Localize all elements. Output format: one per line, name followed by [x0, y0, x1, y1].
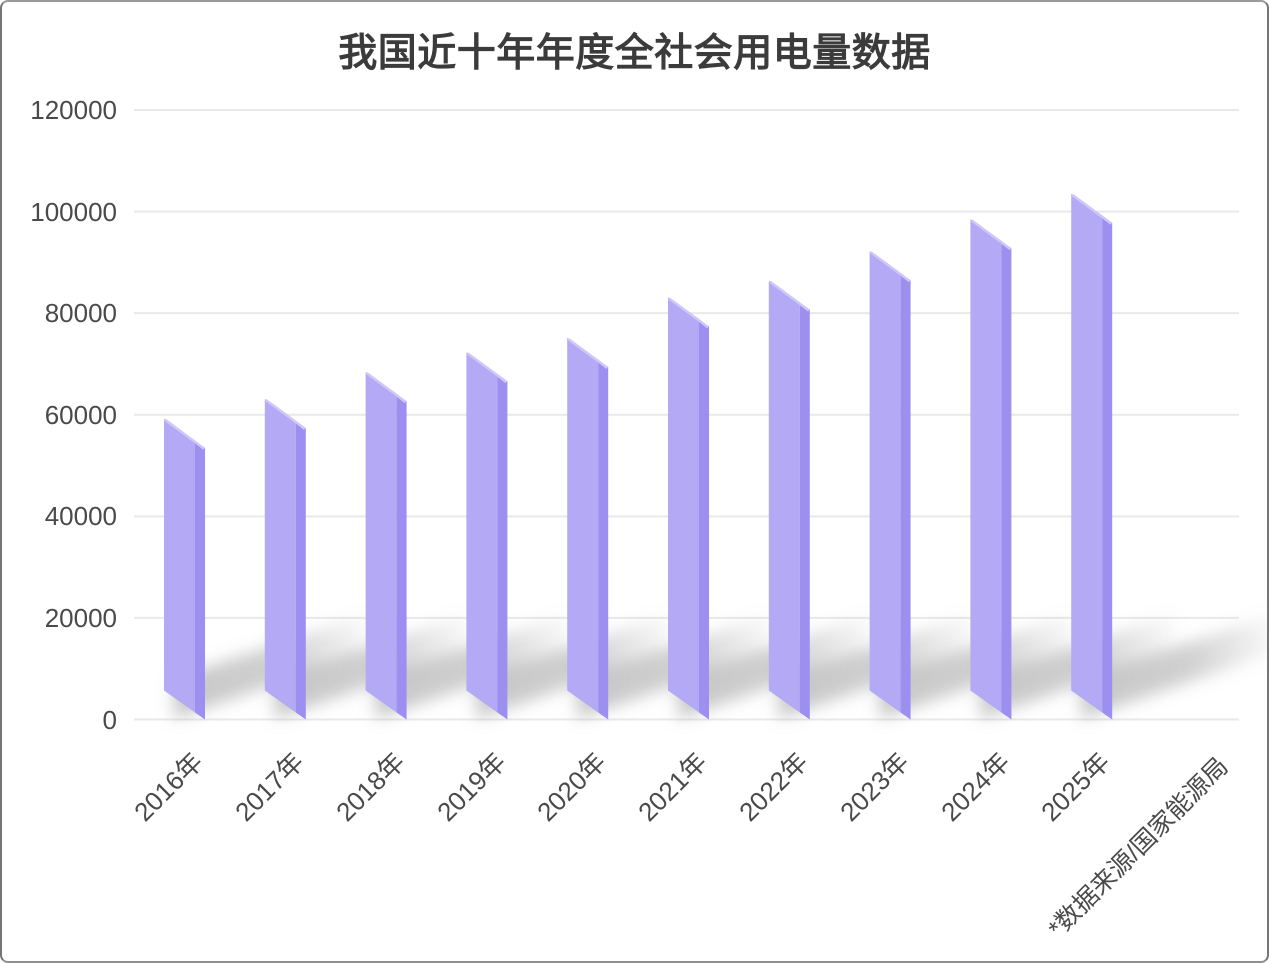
y-axis-tick-label: 60000	[44, 399, 117, 430]
bar-side-face	[598, 360, 609, 720]
bar-top-highlight	[869, 251, 911, 283]
bar-2018年	[365, 372, 407, 720]
bar-front-face	[264, 399, 296, 713]
y-axis-tick-label: 100000	[30, 196, 117, 227]
chart-title: 我国近十年年度全社会用电量数据	[338, 32, 931, 75]
bar-top-highlight	[970, 219, 1012, 251]
y-axis-tick-label: 120000	[30, 95, 117, 125]
bar-top-highlight	[466, 352, 508, 384]
bar-side-face	[1102, 215, 1113, 720]
bar-side-face	[799, 302, 810, 720]
y-axis-tick-label: 80000	[44, 298, 117, 329]
bar-front-face	[668, 297, 699, 713]
bar-front-face	[869, 251, 901, 713]
bar-2021年	[668, 297, 709, 720]
bar-front-face	[1071, 193, 1103, 713]
bar-top-highlight	[164, 418, 205, 450]
bar-top-highlight	[365, 372, 407, 404]
bar-top-highlight	[567, 338, 608, 370]
bar-front-face	[466, 352, 498, 713]
bar-shadow	[1081, 617, 1267, 719]
bar-2024年	[970, 219, 1012, 720]
bar-side-face	[699, 319, 709, 720]
bar-front-face	[164, 418, 195, 713]
bar-side-face	[396, 394, 407, 720]
bar-front-face	[567, 338, 599, 713]
bar-side-face	[295, 421, 306, 720]
y-axis-tick-label: 0	[102, 704, 117, 735]
bar-top-highlight	[769, 280, 810, 312]
bar-front-face	[365, 372, 397, 713]
y-axis-tick-label: 40000	[44, 501, 117, 532]
bar-2020年	[567, 338, 609, 720]
bar-2017年	[264, 398, 306, 720]
y-axis-tick-label: 20000	[44, 602, 117, 633]
bar-front-face	[970, 219, 1002, 713]
bar-top-highlight	[265, 398, 306, 430]
bar-side-face	[195, 440, 205, 720]
bar-2025年	[1071, 193, 1113, 720]
bar-side-face	[497, 374, 508, 720]
bar-side-face	[1001, 241, 1012, 720]
bar-2016年	[164, 418, 205, 720]
bar-2019年	[466, 352, 508, 720]
bar-front-face	[768, 280, 800, 713]
bar-top-highlight	[668, 297, 709, 329]
bar-2022年	[768, 280, 810, 720]
bar-side-face	[900, 273, 911, 720]
bar-top-highlight	[1071, 193, 1112, 225]
bar-2023年	[869, 251, 911, 720]
